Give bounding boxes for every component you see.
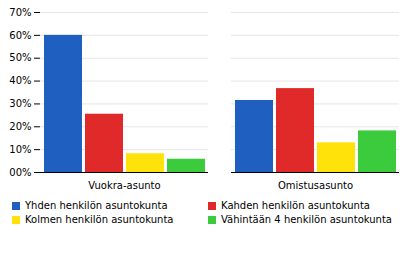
html-text:Yhden henkilön asuntokunta: Yhden henkilön asuntokunta (25, 200, 168, 211)
svg-text:50%: 50% (9, 52, 31, 63)
svg-text:20%: 20% (9, 121, 31, 132)
svg-text:30%: 30% (9, 98, 31, 109)
svg-text:70%: 70% (9, 7, 31, 18)
html-text:Kolmen henkilön asuntokunta: Kolmen henkilön asuntokunta (25, 214, 174, 225)
html-text:Vähintään 4 henkilön asuntokun: Vähintään 4 henkilön asuntokunta (221, 214, 392, 225)
svg-text:Vuokra-asunto: Vuokra-asunto (88, 180, 160, 191)
html-text:Kahden henkilön asuntokunta: Kahden henkilön asuntokunta (221, 200, 370, 211)
svg-text:40%: 40% (9, 75, 31, 86)
svg-text:60%: 60% (9, 30, 31, 41)
svg-text:Omistusasunto: Omistusasunto (278, 180, 353, 191)
svg-text:00%: 00% (9, 167, 31, 178)
svg-text:10%: 10% (9, 144, 31, 155)
